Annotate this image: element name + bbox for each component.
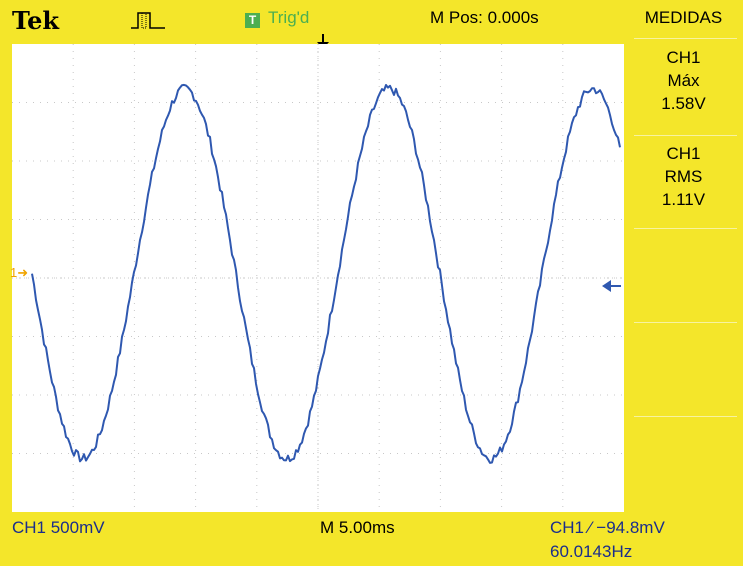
divider [634,135,737,136]
measurement-type: RMS [624,165,743,188]
readout-bar: CH1 500mV M 5.00ms CH1 ⁄ −94.8mV 60.0143… [0,512,743,566]
ch1-scale-readout: CH1 500mV [12,518,105,538]
trigger-status: Trig'd [268,8,309,28]
brand-logo: Tek [12,6,59,35]
measurements-panel: MEDIDAS CH1 Máx 1.58V CH1 RMS 1.11V [624,0,743,566]
run-pulse-icon [130,8,168,32]
measurement-rms[interactable]: CH1 RMS 1.11V [624,142,743,211]
divider [634,322,737,323]
waveform-display [12,44,624,512]
divider [634,228,737,229]
measurement-type: Máx [624,69,743,92]
measurement-channel: CH1 [624,46,743,69]
measurement-value: 1.11V [624,188,743,211]
trigger-readout: CH1 ⁄ −94.8mV [550,518,665,538]
divider [634,38,737,39]
ch1-ground-marker: 1➜ [10,265,28,281]
measurement-max[interactable]: CH1 Máx 1.58V [624,46,743,115]
frequency-readout: 60.0143Hz [550,542,632,562]
trigger-level-marker-icon [602,279,622,293]
waveform-plot [12,44,624,512]
timebase-readout: M 5.00ms [320,518,395,538]
ch1-waveform-trace [32,85,620,463]
panel-title: MEDIDAS [624,8,743,28]
trigger-badge: T [245,13,260,28]
measurement-value: 1.58V [624,92,743,115]
measurement-channel: CH1 [624,142,743,165]
divider [634,416,737,417]
horizontal-position: M Pos: 0.000s [430,8,539,28]
